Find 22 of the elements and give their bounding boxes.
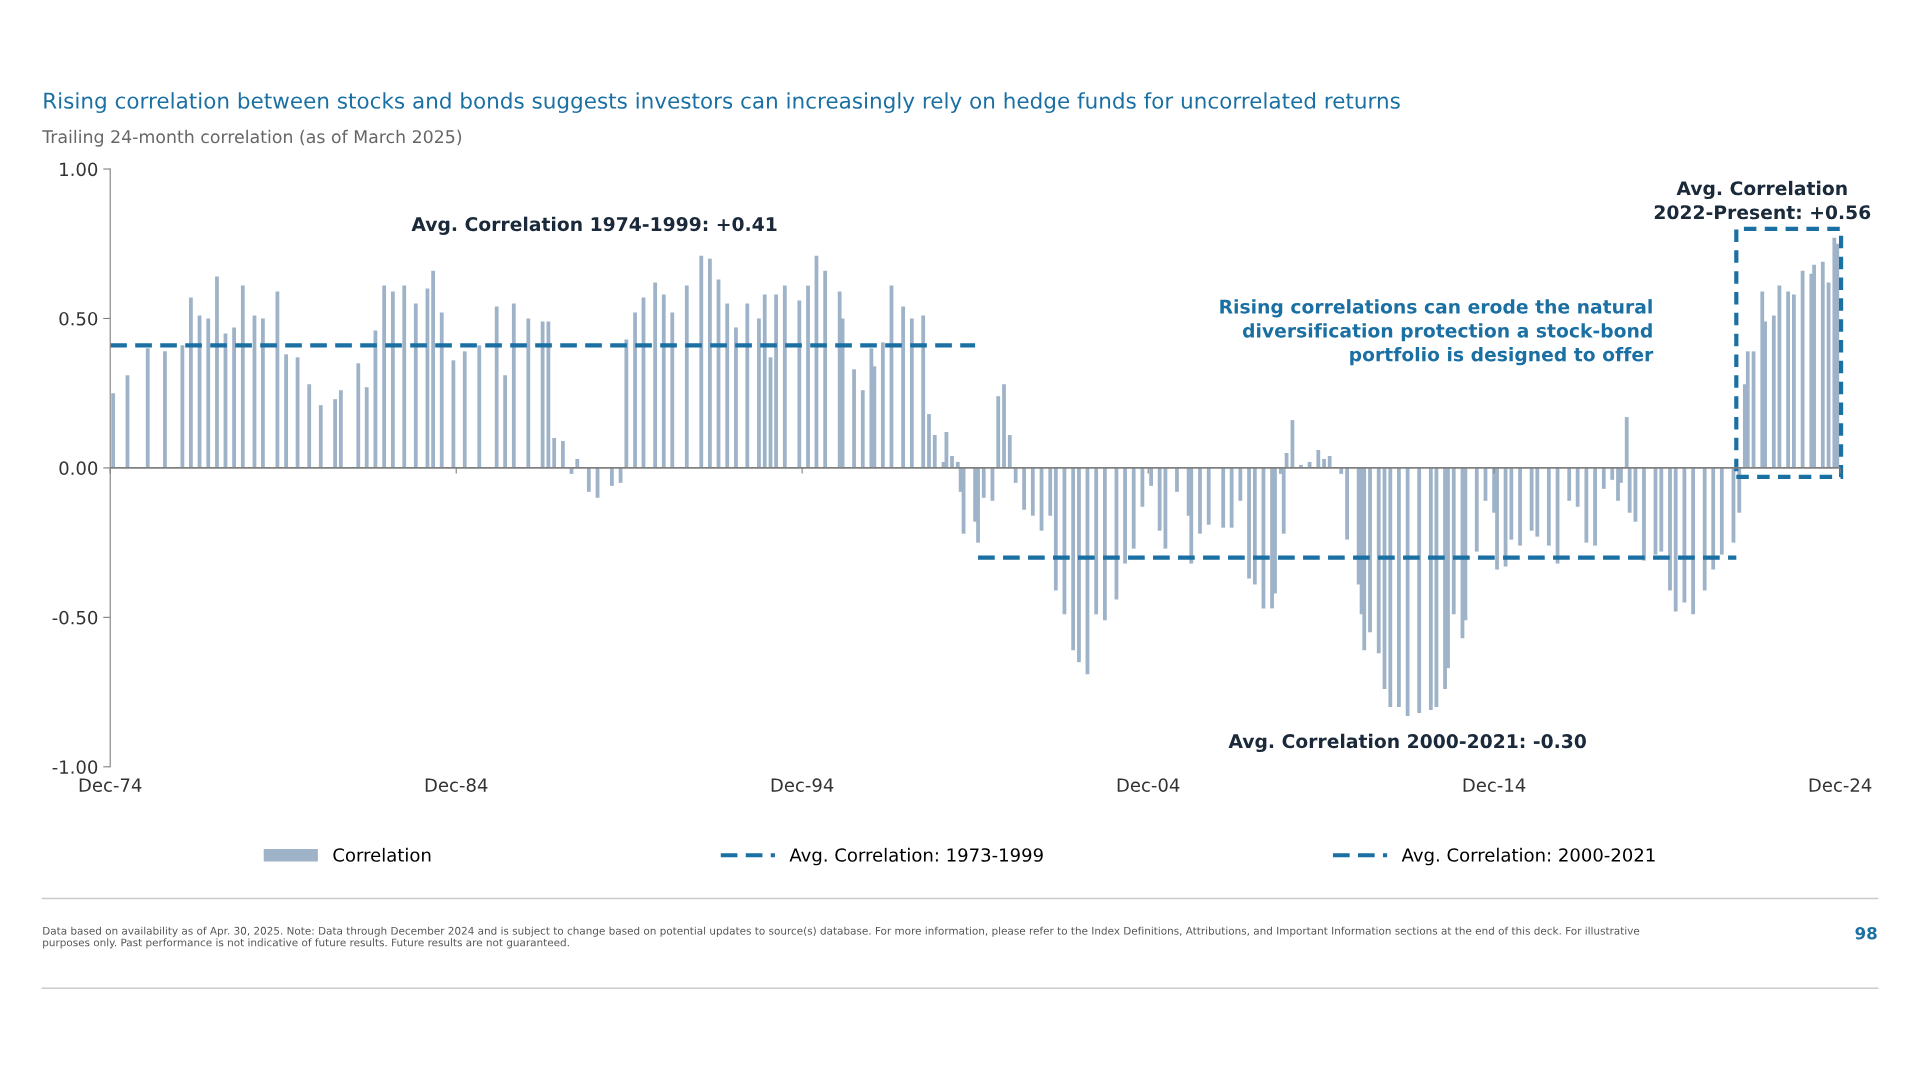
x-tick-label: Dec-14 xyxy=(1463,778,1526,792)
chart-title: Rising correlation between stocks and bonds suggests investors can increasingly rely on hedge funds for uncorrelated returns xyxy=(44,92,1400,114)
y-tick-label: 0.00 xyxy=(59,461,98,476)
x-tick-label: Dec-84 xyxy=(425,778,488,792)
legend-label: Correlation xyxy=(333,847,431,862)
annotation: Rising correlations can erode the natural diversification protection a stock-bond portfolio is designed to offer xyxy=(1220,299,1654,366)
y-tick-label: -1.00 xyxy=(52,760,98,774)
text: 98 xyxy=(1855,926,1877,940)
y-tick-label: -0.50 xyxy=(52,610,98,625)
x-tick-label: Dec-04 xyxy=(1117,778,1180,792)
legend-label: Avg. Correlation: 2000-2021 xyxy=(1401,847,1655,866)
text: Data based on availability as of Apr. 30, 2025. Note: Data through December 2024 and is subject to change based on potential updates to source(s) database. For more information, please refer to the Index Definitions, Attributions, and Important Information sections at the end of this deck. For illustrative purposes only. Past performance is not indicative of future results. Future results are not guaranteed. xyxy=(43,926,1640,949)
legend-label: Avg. Correlation: 1973-1999 xyxy=(789,847,1043,866)
x-tick-label: Dec-24 xyxy=(1809,778,1872,792)
x-tick-label: Dec-94 xyxy=(771,778,834,792)
chart-subtitle: Trailing 24-month correlation (as of March 2025) xyxy=(42,129,462,147)
x-tick-label: Dec-74 xyxy=(79,778,142,792)
y-tick-label: 0.50 xyxy=(59,311,98,326)
annotation: Avg. Correlation 2000-2021: -0.30 xyxy=(1228,733,1586,753)
annotation: Avg. Correlation 1974-1999: +0.41 xyxy=(411,216,777,235)
y-tick-label: 1.00 xyxy=(60,162,98,177)
annotation: Avg. Correlation 2022-Present: +0.56 xyxy=(1654,180,1871,220)
